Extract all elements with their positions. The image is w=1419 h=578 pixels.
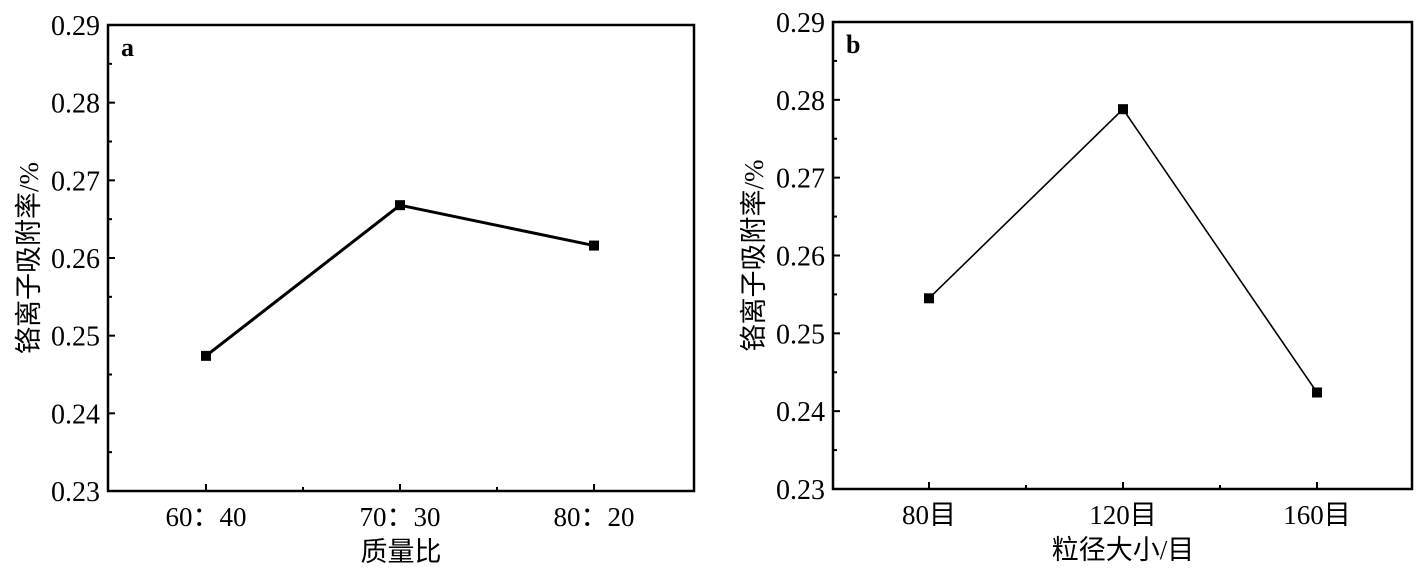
y-tick-label: 0.29 xyxy=(51,11,100,42)
y-tick-label: 0.28 xyxy=(776,86,825,117)
data-point-marker xyxy=(1312,387,1322,398)
plot-frame xyxy=(831,20,1414,491)
y-tick-label: 0.23 xyxy=(51,477,100,508)
data-point-marker xyxy=(395,200,405,211)
x-tick-label: 80目 xyxy=(902,500,956,530)
panel-label: b xyxy=(846,30,860,59)
panel-label: a xyxy=(121,33,134,62)
y-tick-label: 0.27 xyxy=(776,164,825,195)
x-tick-label: 160目 xyxy=(1283,500,1351,530)
x-tick-label: 120目 xyxy=(1089,500,1157,530)
y-axis-label: 铬离子吸附率/% xyxy=(739,160,769,352)
y-tick-label: 0.24 xyxy=(51,399,100,430)
chart-panel-a: 0.23 0.24 0.25 0.26 0.27 0.28 0.29 60：40 70：30 80… xyxy=(14,11,696,567)
y-tick-label: 0.25 xyxy=(51,322,100,353)
chart-panel-b: 0.23 0.24 0.25 0.26 0.27 0.28 0.29 80目 120目 160目粒… xyxy=(739,8,1414,565)
y-tick-label: 0.26 xyxy=(51,244,100,275)
x-axis-label: 质量比 xyxy=(361,537,442,567)
data-point-marker xyxy=(589,240,599,251)
y-axis-label: 铬离子吸附率/% xyxy=(14,162,44,354)
plot-frame xyxy=(106,23,696,493)
data-point-marker xyxy=(1118,104,1128,115)
y-tick-label: 0.27 xyxy=(51,166,100,197)
y-tick-label: 0.26 xyxy=(776,242,825,273)
y-tick-label: 0.28 xyxy=(51,89,100,120)
y-tick-label: 0.23 xyxy=(776,475,825,506)
y-tick-label: 0.24 xyxy=(776,397,825,428)
x-tick-label: 70：30 xyxy=(360,502,441,532)
data-point-marker xyxy=(924,293,934,304)
y-tick-label: 0.25 xyxy=(776,319,825,350)
x-tick-label: 80：20 xyxy=(554,502,635,532)
data-point-marker xyxy=(201,350,211,361)
series-line xyxy=(928,107,1318,393)
series-line xyxy=(205,203,595,358)
y-tick-label: 0.29 xyxy=(776,8,825,39)
x-axis-label: 粒径大小/目 xyxy=(1052,535,1195,565)
x-tick-label: 60：40 xyxy=(166,502,247,532)
